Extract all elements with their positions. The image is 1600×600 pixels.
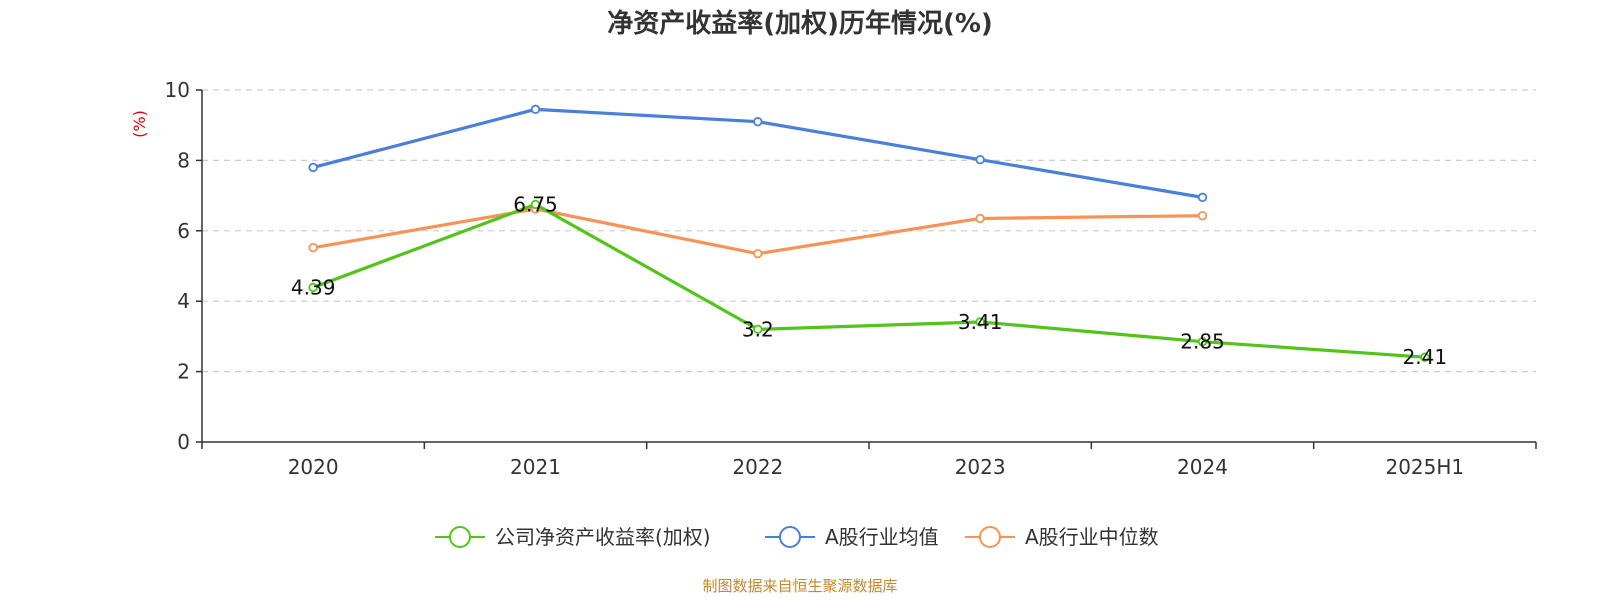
- data-point: [1197, 192, 1208, 203]
- data-point: [975, 213, 985, 224]
- data-label: 6.75: [513, 192, 558, 216]
- series-lines: [308, 104, 1430, 362]
- x-tick-label: 2020: [288, 455, 339, 479]
- legend-label: 公司净资产收益率(加权): [495, 525, 711, 549]
- series-0: [308, 199, 1430, 362]
- legend-item-0: 公司净资产收益率(加权): [435, 525, 711, 549]
- data-point: [975, 154, 985, 165]
- y-axis-unit-label: (%): [130, 110, 149, 138]
- data-label: 4.39: [291, 275, 336, 299]
- data-label: 2.41: [1403, 345, 1448, 369]
- data-point: [308, 242, 318, 253]
- data-point: [753, 324, 763, 335]
- data-source-note: 制图数据来自恒生聚源数据库: [702, 577, 897, 595]
- y-tick-label: 10: [165, 78, 190, 102]
- x-tick-label: 2021: [510, 455, 561, 479]
- data-point: [753, 116, 763, 127]
- chart-title: 净资产收益率(加权)历年情况(%): [607, 8, 993, 39]
- data-point: [530, 104, 541, 115]
- data-point: [975, 317, 985, 327]
- y-tick-label: 0: [177, 430, 190, 454]
- data-point: [753, 248, 763, 259]
- data-point: [1197, 336, 1208, 347]
- gridlines: [202, 89, 1536, 373]
- axes: 0 2 4 6 8 10 2020 2021 2022 2023 2024 2025H1: [165, 78, 1537, 479]
- legend-label: A股行业中位数: [1025, 525, 1159, 549]
- data-label: 3.41: [958, 310, 1003, 334]
- data-point: [308, 282, 318, 293]
- series-1: [308, 104, 1208, 203]
- legend-label: A股行业均值: [825, 525, 939, 549]
- y-tick-label: 6: [177, 219, 190, 243]
- legend-item-1: A股行业均值: [765, 525, 939, 549]
- legend: 公司净资产收益率(加权) A股行业均值 A股行业中位数: [435, 525, 1159, 549]
- data-point: [530, 199, 541, 210]
- legend-marker: [779, 526, 801, 548]
- data-point: [308, 162, 318, 173]
- data-labels: 4.39 6.75 3.2 3.41 2.85 2.41: [291, 192, 1447, 369]
- x-tick-label: 2025H1: [1385, 455, 1464, 479]
- y-tick-label: 8: [177, 148, 190, 172]
- legend-marker: [979, 526, 1001, 548]
- data-point: [1197, 210, 1208, 221]
- x-tick-label: 2024: [1177, 455, 1228, 479]
- x-tick-label: 2022: [732, 455, 783, 479]
- legend-marker: [449, 526, 471, 548]
- data-label: 3.2: [742, 317, 774, 341]
- data-point: [1420, 352, 1430, 362]
- data-label: 2.85: [1180, 330, 1225, 354]
- y-tick-label: 2: [177, 360, 190, 384]
- series-line-0: [311, 202, 1427, 359]
- x-tick-label: 2023: [955, 455, 1006, 479]
- y-tick-label: 4: [177, 289, 190, 313]
- legend-item-2: A股行业中位数: [965, 525, 1159, 549]
